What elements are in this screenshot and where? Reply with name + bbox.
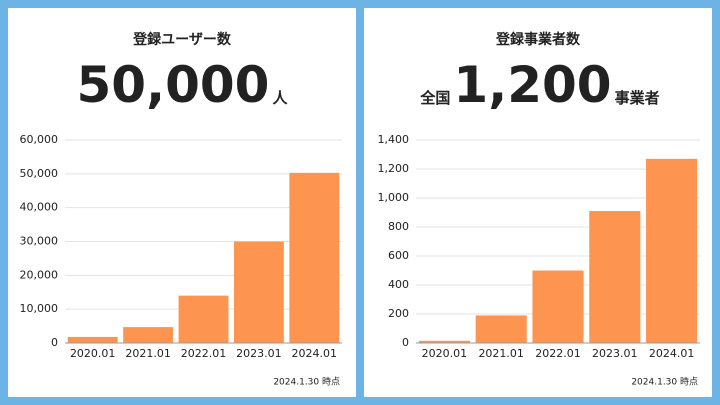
bar — [589, 211, 641, 343]
y-tick-label: 200 — [388, 307, 409, 320]
headline: 全国1,200 事業者 — [419, 56, 659, 114]
bar — [178, 295, 229, 343]
panel-title: 登録事業者数 — [495, 31, 581, 48]
x-tick-label: 2024.01 — [292, 347, 338, 360]
x-tick-label: 2022.01 — [535, 347, 581, 360]
bar — [123, 327, 174, 343]
note: 2024.1.30 時点 — [273, 377, 340, 388]
headline-unit: 人 — [272, 89, 288, 107]
headline-number: 1,200 — [453, 56, 611, 114]
x-tick-label: 2020.01 — [70, 347, 116, 360]
y-tick-label: 800 — [388, 220, 409, 233]
headline-prefix: 全国 — [419, 89, 450, 107]
y-tick-label: 1,000 — [378, 191, 410, 204]
x-tick-label: 2023.01 — [592, 347, 638, 360]
x-tick-label: 2021.01 — [478, 347, 524, 360]
panel-title: 登録ユーザー数 — [132, 31, 232, 48]
headline-unit: 事業者 — [615, 89, 660, 107]
bar — [233, 241, 284, 343]
y-tick-label: 400 — [388, 278, 409, 291]
x-tick-label: 2023.01 — [236, 347, 282, 360]
bar — [532, 270, 584, 343]
x-tick-label: 2022.01 — [181, 347, 227, 360]
y-tick-label: 40,000 — [20, 201, 59, 214]
bar — [67, 336, 118, 343]
bar — [418, 340, 470, 343]
headline: 50,000 人 — [77, 56, 289, 114]
y-tick-label: 30,000 — [20, 235, 59, 248]
bar — [289, 172, 340, 343]
x-tick-label: 2024.01 — [649, 347, 695, 360]
y-tick-label: 60,000 — [20, 133, 59, 146]
y-tick-label: 10,000 — [20, 302, 59, 315]
x-tick-label: 2020.01 — [422, 347, 468, 360]
bar — [475, 315, 527, 343]
y-tick-label: 50,000 — [20, 167, 59, 180]
y-tick-label: 0 — [51, 336, 58, 349]
bar — [646, 158, 698, 343]
note: 2024.1.30 時点 — [631, 377, 698, 388]
x-tick-label: 2021.01 — [125, 347, 171, 360]
y-tick-label: 600 — [388, 249, 409, 262]
y-tick-label: 0 — [402, 336, 409, 349]
y-tick-label: 1,200 — [378, 162, 410, 175]
y-tick-label: 1,400 — [378, 133, 410, 146]
headline-number: 50,000 — [77, 56, 270, 114]
y-tick-label: 20,000 — [20, 268, 59, 281]
